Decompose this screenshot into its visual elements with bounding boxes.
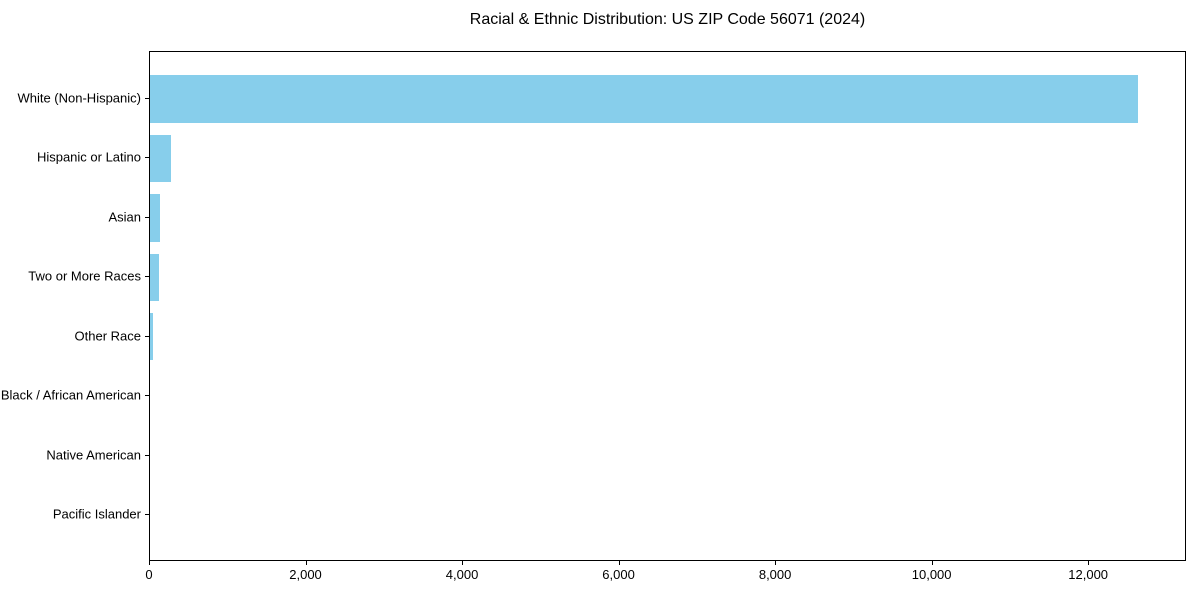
y-tick-mark xyxy=(145,335,149,337)
bar xyxy=(150,134,172,183)
bar xyxy=(150,253,159,302)
y-tick-mark xyxy=(145,216,149,218)
x-tick-mark xyxy=(775,561,777,565)
y-tick-label: Pacific Islander xyxy=(52,506,141,522)
bar xyxy=(150,194,161,242)
y-tick-mark xyxy=(145,276,149,278)
x-tick-label: 6,000 xyxy=(602,567,635,582)
bar xyxy=(150,312,153,361)
y-tick-mark xyxy=(145,157,149,159)
x-tick-mark xyxy=(149,561,150,565)
chart-title: Racial & Ethnic Distribution: US ZIP Cod… xyxy=(469,11,866,28)
y-tick-label: Asian xyxy=(108,209,141,225)
x-tick-label: 0 xyxy=(145,567,153,582)
y-tick-label: Two or More Races xyxy=(28,268,141,284)
y-tick-label: Black / African American xyxy=(0,387,141,403)
x-tick-label: 12,000 xyxy=(1068,567,1109,582)
y-tick-mark xyxy=(145,395,149,397)
y-tick-mark xyxy=(145,97,149,99)
bar xyxy=(150,75,1138,123)
x-tick-mark xyxy=(931,561,933,565)
y-tick-label: Hispanic or Latino xyxy=(36,149,141,165)
x-tick-mark xyxy=(618,561,620,565)
y-tick-mark xyxy=(145,454,149,456)
x-tick-mark xyxy=(1088,561,1090,565)
x-tick-mark xyxy=(462,561,464,565)
x-tick-label: 10,000 xyxy=(911,567,952,582)
x-tick-label: 2,000 xyxy=(289,567,322,582)
plot-area xyxy=(149,51,1186,561)
x-tick-label: 8,000 xyxy=(758,567,792,582)
x-tick-mark xyxy=(305,561,307,565)
x-tick-label: 4,000 xyxy=(445,567,479,582)
y-tick-label: Other Race xyxy=(74,328,141,344)
y-tick-label: Native American xyxy=(46,447,141,463)
y-tick-mark xyxy=(145,514,149,516)
y-tick-label: White (Non-Hispanic) xyxy=(17,90,141,106)
